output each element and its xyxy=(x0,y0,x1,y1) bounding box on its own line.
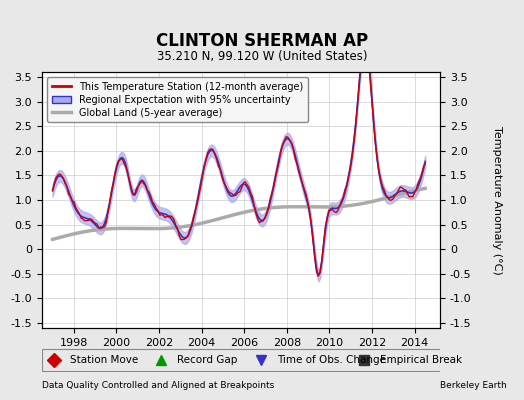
Text: CLINTON SHERMAN AP: CLINTON SHERMAN AP xyxy=(156,32,368,50)
Text: Station Move: Station Move xyxy=(70,355,138,365)
Text: Empirical Break: Empirical Break xyxy=(380,355,463,365)
Y-axis label: Temperature Anomaly (°C): Temperature Anomaly (°C) xyxy=(493,126,503,274)
Text: Berkeley Earth: Berkeley Earth xyxy=(440,381,507,390)
Text: Data Quality Controlled and Aligned at Breakpoints: Data Quality Controlled and Aligned at B… xyxy=(42,381,274,390)
Text: 35.210 N, 99.120 W (United States): 35.210 N, 99.120 W (United States) xyxy=(157,50,367,63)
Legend: This Temperature Station (12-month average), Regional Expectation with 95% uncer: This Temperature Station (12-month avera… xyxy=(47,77,308,122)
Text: Record Gap: Record Gap xyxy=(177,355,238,365)
Text: Time of Obs. Change: Time of Obs. Change xyxy=(277,355,386,365)
